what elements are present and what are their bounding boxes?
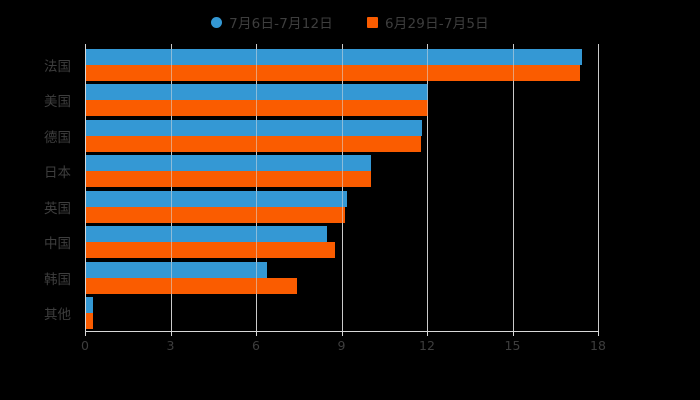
bar-series-1[interactable] — [86, 48, 582, 65]
bar-series-2[interactable] — [86, 206, 346, 223]
bar-series-1[interactable] — [86, 84, 428, 101]
bar-series-1[interactable] — [86, 190, 347, 207]
gridline-15 — [512, 44, 514, 331]
bar-series-2[interactable] — [86, 242, 336, 259]
plot-area: 法国美国德国日本英国中国韩国其他 0 3 6 9 12 15 18 — [44, 44, 606, 353]
x-tick-label: 15 — [504, 338, 521, 353]
bar-series-2[interactable] — [86, 171, 371, 188]
x-tick-label: 9 — [337, 338, 346, 353]
category-label: 其他 — [44, 307, 71, 324]
gridline-18 — [598, 44, 599, 331]
category-label: 英国 — [44, 200, 71, 217]
bar-group: 日本 — [44, 154, 598, 190]
tick-mark-12 — [427, 331, 428, 336]
category-label: 法国 — [44, 58, 71, 75]
bar-series-1[interactable] — [86, 226, 327, 243]
bar-series-2[interactable] — [86, 313, 94, 330]
bar-series-2[interactable] — [86, 64, 581, 81]
bar-series-2[interactable] — [86, 135, 421, 152]
category-label: 韩国 — [44, 271, 71, 288]
bar-series-1[interactable] — [86, 155, 371, 172]
x-tick-label: 3 — [166, 338, 175, 353]
bar-series-2[interactable] — [86, 277, 297, 294]
tick-mark-0 — [85, 331, 86, 336]
bar-series-1[interactable] — [86, 297, 94, 314]
bar-group: 其他 — [44, 296, 598, 332]
gridline-9 — [341, 44, 343, 331]
bar-series-1[interactable] — [86, 261, 267, 278]
bar-group: 德国 — [44, 118, 598, 154]
legend-item-series-1[interactable]: 7月6日-7月12日 — [211, 12, 333, 32]
bar-series-1[interactable] — [86, 119, 423, 136]
x-tick-label: 18 — [590, 338, 606, 353]
tick-mark-9 — [341, 331, 343, 336]
gridline-12 — [427, 44, 428, 331]
legend-circle-marker-icon — [211, 16, 223, 28]
legend-item-series-2[interactable]: 6月29日-7月5日 — [367, 12, 489, 32]
tick-mark-15 — [512, 331, 514, 336]
bar-group: 美国 — [44, 83, 598, 119]
gridline-6 — [256, 44, 257, 331]
x-tick-label: 0 — [81, 338, 89, 353]
gridline-3 — [170, 44, 172, 331]
chart-legend: 7月6日-7月12日 6月29日-7月5日 — [0, 12, 700, 32]
x-tick-label: 12 — [419, 338, 435, 353]
category-label: 美国 — [44, 94, 71, 111]
legend-square-marker-icon — [367, 16, 378, 28]
tick-mark-6 — [256, 331, 257, 336]
x-tick-label: 6 — [252, 338, 260, 353]
bar-series-2[interactable] — [86, 100, 428, 117]
category-label: 德国 — [44, 129, 71, 146]
tick-mark-18 — [598, 331, 599, 336]
category-label: 中国 — [44, 236, 71, 253]
bar-group: 法国 — [44, 47, 598, 83]
bar-group: 中国 — [44, 225, 598, 261]
tick-mark-3 — [170, 331, 172, 336]
y-axis-line — [85, 44, 86, 331]
bar-group: 韩国 — [44, 260, 598, 296]
legend-label-series-2: 6月29日-7月5日 — [385, 16, 489, 32]
category-label: 日本 — [44, 165, 71, 182]
bar-group: 英国 — [44, 189, 598, 225]
legend-label-series-1: 7月6日-7月12日 — [229, 16, 333, 32]
